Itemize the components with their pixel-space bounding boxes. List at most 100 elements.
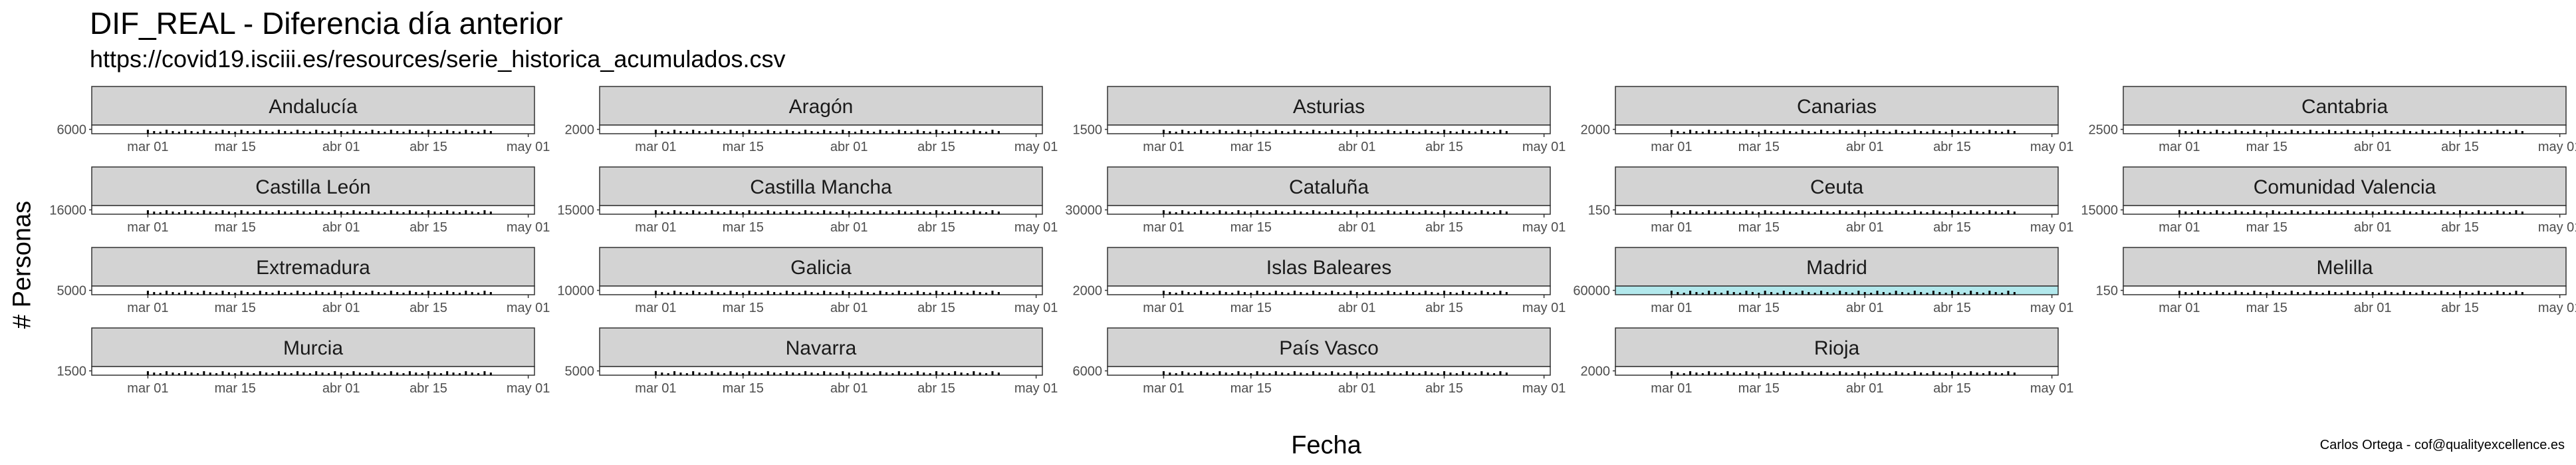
x-tick-label: mar 15 (215, 220, 256, 235)
data-bar (2490, 212, 2492, 214)
data-bar (897, 130, 900, 134)
data-bar (835, 373, 838, 375)
data-bar (402, 293, 405, 295)
data-bar (1355, 373, 1358, 375)
data-bar (742, 132, 745, 134)
facet-strip (1107, 247, 1551, 287)
data-bar (1412, 212, 1415, 214)
x-tick-label: mar 15 (1230, 301, 1272, 315)
data-bar (1801, 371, 1804, 375)
data-bar (221, 130, 224, 134)
data-bar (415, 292, 417, 295)
data-bar (1274, 210, 1277, 214)
data-bar (1708, 371, 1710, 375)
data-bar (2397, 132, 2399, 134)
x-tick-label: mar 01 (127, 140, 168, 154)
data-bar (2478, 210, 2480, 214)
data-bar (1231, 132, 1234, 134)
data-bar (973, 130, 975, 134)
data-bar (685, 373, 688, 375)
data-bar (302, 373, 305, 375)
data-bar (879, 371, 881, 375)
data-bar (1808, 212, 1810, 214)
data-bar (1393, 292, 1395, 295)
x-tick-label: abr 01 (1338, 220, 1376, 235)
data-bar (835, 293, 838, 295)
data-bar (866, 131, 869, 134)
data-bar (1200, 291, 1203, 295)
x-tick-label: abr 15 (1933, 220, 1971, 235)
data-bar (1293, 210, 1296, 214)
y-tick-label: 1500 (57, 365, 87, 379)
data-bar (346, 373, 349, 375)
data-bar (823, 210, 826, 214)
data-bar (159, 132, 162, 134)
data-bar (1895, 291, 1897, 295)
data-bar (446, 291, 449, 295)
data-bar (1926, 293, 1929, 295)
y-tick-label: 5000 (57, 284, 87, 299)
data-bar (723, 293, 726, 295)
data-bar (935, 130, 938, 134)
data-bar (302, 131, 305, 134)
data-bar (1670, 291, 1673, 295)
data-bar (290, 373, 293, 375)
data-bar (2459, 291, 2462, 295)
data-bar (1306, 132, 1308, 134)
data-bar (1193, 132, 1196, 134)
data-bar (247, 373, 249, 375)
data-bar (692, 291, 695, 295)
data-bar (2315, 131, 2318, 134)
data-bar (1714, 292, 1716, 295)
data-bar (1745, 371, 1748, 375)
data-bar (1745, 210, 1748, 214)
data-bar (1938, 292, 1941, 295)
data-bar (1181, 210, 1184, 214)
data-bar (290, 132, 293, 134)
data-bar (2328, 291, 2331, 295)
facet-panel (2123, 205, 2567, 215)
data-bar (2315, 292, 2318, 295)
data-bar (2446, 131, 2449, 134)
data-bar (1882, 131, 1885, 134)
data-bar (190, 212, 193, 214)
data-bar (2484, 212, 2486, 214)
data-bar (1393, 212, 1395, 214)
data-bar (221, 291, 224, 295)
x-tick-label: mar 15 (2246, 140, 2287, 154)
data-bar (1876, 130, 1879, 134)
data-bar (842, 371, 844, 375)
data-bar (1480, 130, 1483, 134)
data-bar (2408, 212, 2411, 214)
data-bar (465, 210, 467, 214)
x-tick-label: abr 01 (830, 140, 868, 154)
data-bar (1895, 210, 1897, 214)
data-bar (1957, 212, 1960, 214)
data-bar (755, 212, 757, 214)
data-bar (1695, 212, 1698, 214)
data-bar (1845, 131, 1847, 134)
data-bar (408, 371, 411, 375)
data-bar (897, 291, 900, 295)
data-bar (1293, 371, 1296, 375)
data-bar (748, 371, 751, 375)
x-tick-label: mar 01 (635, 220, 676, 235)
data-bar (415, 131, 417, 134)
data-bar (1895, 371, 1897, 375)
data-bar (2007, 291, 2010, 295)
data-bar (2228, 132, 2230, 134)
data-bar (1907, 212, 1910, 214)
data-bar (271, 373, 274, 375)
data-bar (247, 292, 249, 295)
data-bar (2007, 210, 2010, 214)
data-bar (1963, 132, 1966, 134)
data-bar (1720, 132, 1722, 134)
data-bar (2222, 131, 2224, 134)
x-tick-label: abr 15 (1933, 301, 1971, 315)
data-bar (1851, 132, 1853, 134)
data-bar (308, 212, 311, 214)
data-bar (1751, 292, 1754, 295)
data-bar (259, 210, 261, 214)
data-bar (2240, 292, 2243, 295)
data-bar (1387, 291, 1389, 295)
